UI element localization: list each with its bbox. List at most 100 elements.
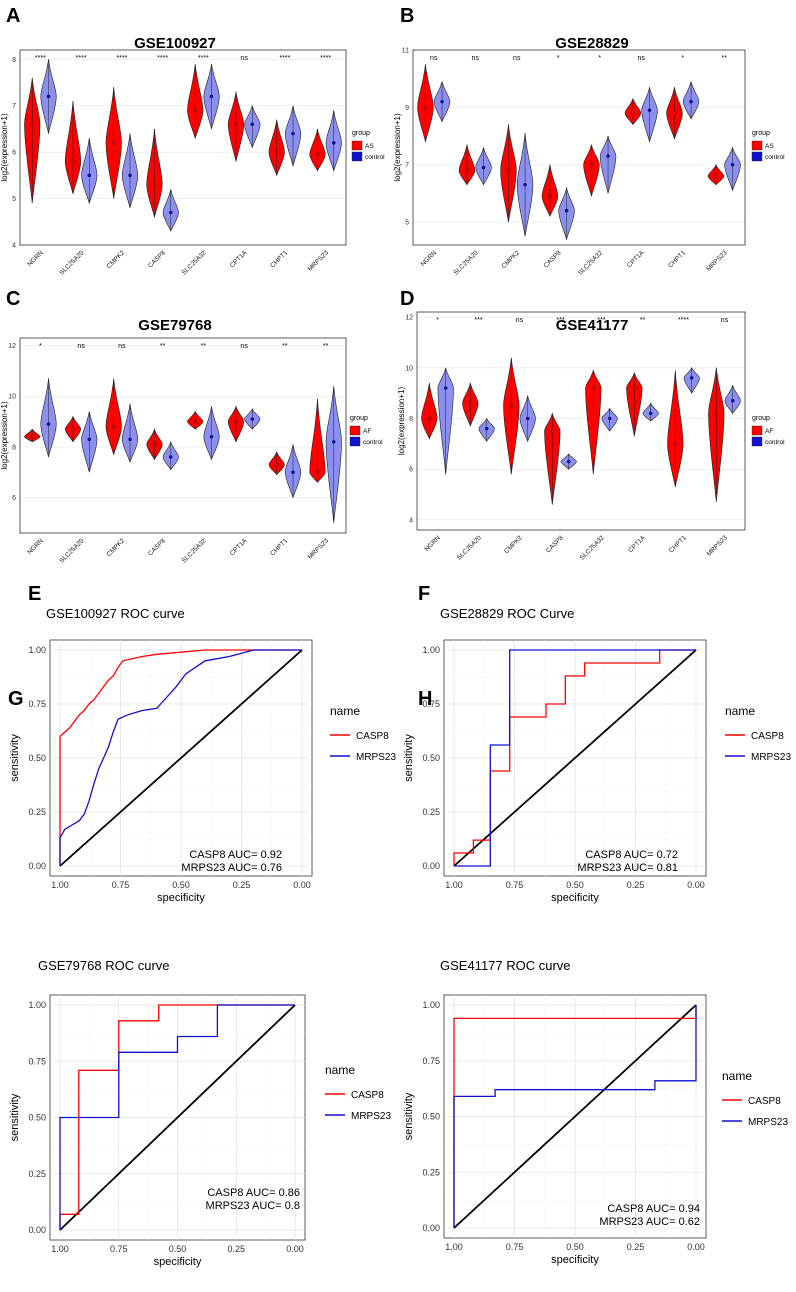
x-tick-label: 0.00: [293, 880, 311, 890]
significance-label: ns: [430, 55, 438, 62]
gene-tick-label: CMPK2: [105, 537, 126, 558]
gene-tick-label: SLC25A20: [456, 534, 483, 561]
y-tick-label: 9: [405, 105, 409, 112]
median-point: [234, 419, 238, 424]
plot-frame: [412, 49, 746, 246]
y-tick-label: 0.50: [28, 753, 46, 763]
legend-label: MRPS23: [748, 1117, 788, 1128]
y-tick-label: 4: [409, 517, 413, 524]
legend-title: name: [722, 1069, 752, 1083]
gene-tick-label: CASP8: [543, 249, 563, 269]
y-tick-label: 0.00: [28, 861, 46, 871]
gene-tick-label: CMPK2: [105, 249, 126, 270]
y-tick-label: 12: [8, 343, 16, 350]
median-point: [193, 108, 198, 113]
median-point: [71, 159, 75, 164]
y-axis-label: sensitivity: [9, 1093, 21, 1141]
y-tick-label: 8: [12, 444, 16, 451]
y-tick-label: 0.75: [28, 699, 46, 709]
significance-label: ns: [638, 55, 646, 62]
x-axis-label: specificity: [154, 1256, 202, 1268]
y-tick-label: 1.00: [422, 645, 440, 655]
auc-label: CASP8 AUC= 0.94: [607, 1203, 700, 1215]
y-axis-label: log2(expression+1): [397, 387, 406, 456]
median-point: [30, 434, 35, 439]
roc-panel-e: GSE100927 ROC curve 1.00 0.75 0.50 0.25 0.00 0…: [9, 606, 396, 904]
median-point: [274, 462, 279, 467]
x-tick-label: 0.00: [286, 1244, 304, 1254]
y-tick-label: 5: [405, 220, 409, 227]
x-tick-label: 0.75: [506, 1242, 524, 1252]
y-tick-label: 1.00: [28, 1000, 46, 1010]
x-tick-label: 0.25: [627, 880, 645, 890]
y-tick-label: 6: [409, 467, 413, 474]
median-point: [71, 427, 75, 431]
significance-label: ****: [678, 317, 689, 324]
median-point: [209, 434, 214, 439]
significance-label: *: [598, 55, 601, 62]
significance-label: ****: [279, 55, 290, 62]
median-point: [714, 411, 719, 416]
gene-tick-label: SLC25A32: [181, 249, 208, 276]
x-tick-label: 0.75: [112, 880, 130, 890]
median-point: [509, 403, 514, 408]
x-axis-label: specificity: [551, 892, 599, 904]
legend-title: group: [352, 130, 370, 137]
legend-title: group: [752, 130, 770, 137]
significance-label: **: [282, 343, 288, 350]
legend-swatch-as: [751, 140, 763, 151]
median-point: [315, 470, 320, 475]
roc-line-casp8: [59, 649, 302, 866]
legend-swatch-control: [349, 436, 361, 447]
legend-title: name: [725, 704, 755, 718]
y-tick-label: 6: [12, 495, 16, 502]
significance-label: ***: [597, 317, 605, 324]
significance-label: *: [557, 55, 560, 62]
median-point: [443, 386, 448, 390]
roc-line-casp8: [59, 1004, 295, 1230]
legend-title: name: [325, 1063, 355, 1077]
median-point: [87, 437, 92, 442]
significance-label: ****: [35, 55, 46, 62]
median-point: [689, 99, 693, 104]
legend-label: CASP8: [751, 731, 784, 742]
auc-label: CASP8 AUC= 0.92: [189, 849, 282, 861]
median-point: [631, 111, 635, 115]
median-point: [564, 208, 569, 213]
legend-label: control: [765, 439, 785, 446]
panel-letter-g: G: [8, 688, 24, 710]
y-tick-label: 0.75: [422, 699, 440, 709]
gene-tick-label: CMPK2: [503, 534, 524, 555]
legend-label: CASP8: [356, 731, 389, 742]
median-point: [591, 386, 596, 390]
gene-tick-label: CMPK2: [500, 249, 521, 270]
y-tick-label: 1.00: [422, 1000, 440, 1010]
significance-label: ns: [513, 55, 521, 62]
median-point: [673, 442, 678, 446]
median-point: [46, 422, 51, 426]
median-point: [427, 416, 432, 421]
auc-label: CASP8 AUC= 0.86: [207, 1187, 300, 1199]
y-tick-label: 7: [405, 162, 409, 169]
y-tick-label: 0.75: [422, 1056, 440, 1066]
significance-label: **: [201, 343, 207, 350]
gene-tick-label: MRPS23: [307, 537, 331, 561]
legend-label: AF: [363, 428, 371, 435]
y-tick-label: 0.25: [422, 1167, 440, 1177]
chart-title: GSE28829 ROC Curve: [440, 606, 574, 621]
roc-panel-g: GSE79768 ROC curve 1.00 0.75 0.50 0.25 0.00 0.…: [9, 958, 391, 1268]
median-point: [440, 99, 444, 104]
x-tick-label: 1.00: [51, 1244, 69, 1254]
reference-diagonal: [453, 1004, 697, 1229]
median-point: [250, 417, 255, 421]
median-point: [714, 174, 718, 178]
legend-swatch-af: [349, 425, 361, 436]
legend-title: name: [330, 704, 360, 718]
y-axis-label: log2(expression+1): [0, 401, 9, 470]
median-point: [423, 105, 428, 110]
significance-label: **: [722, 55, 728, 62]
y-tick-label: 0.25: [422, 807, 440, 817]
legend-swatch-control: [751, 436, 763, 447]
median-point: [152, 442, 157, 447]
x-tick-label: 0.00: [687, 880, 705, 890]
